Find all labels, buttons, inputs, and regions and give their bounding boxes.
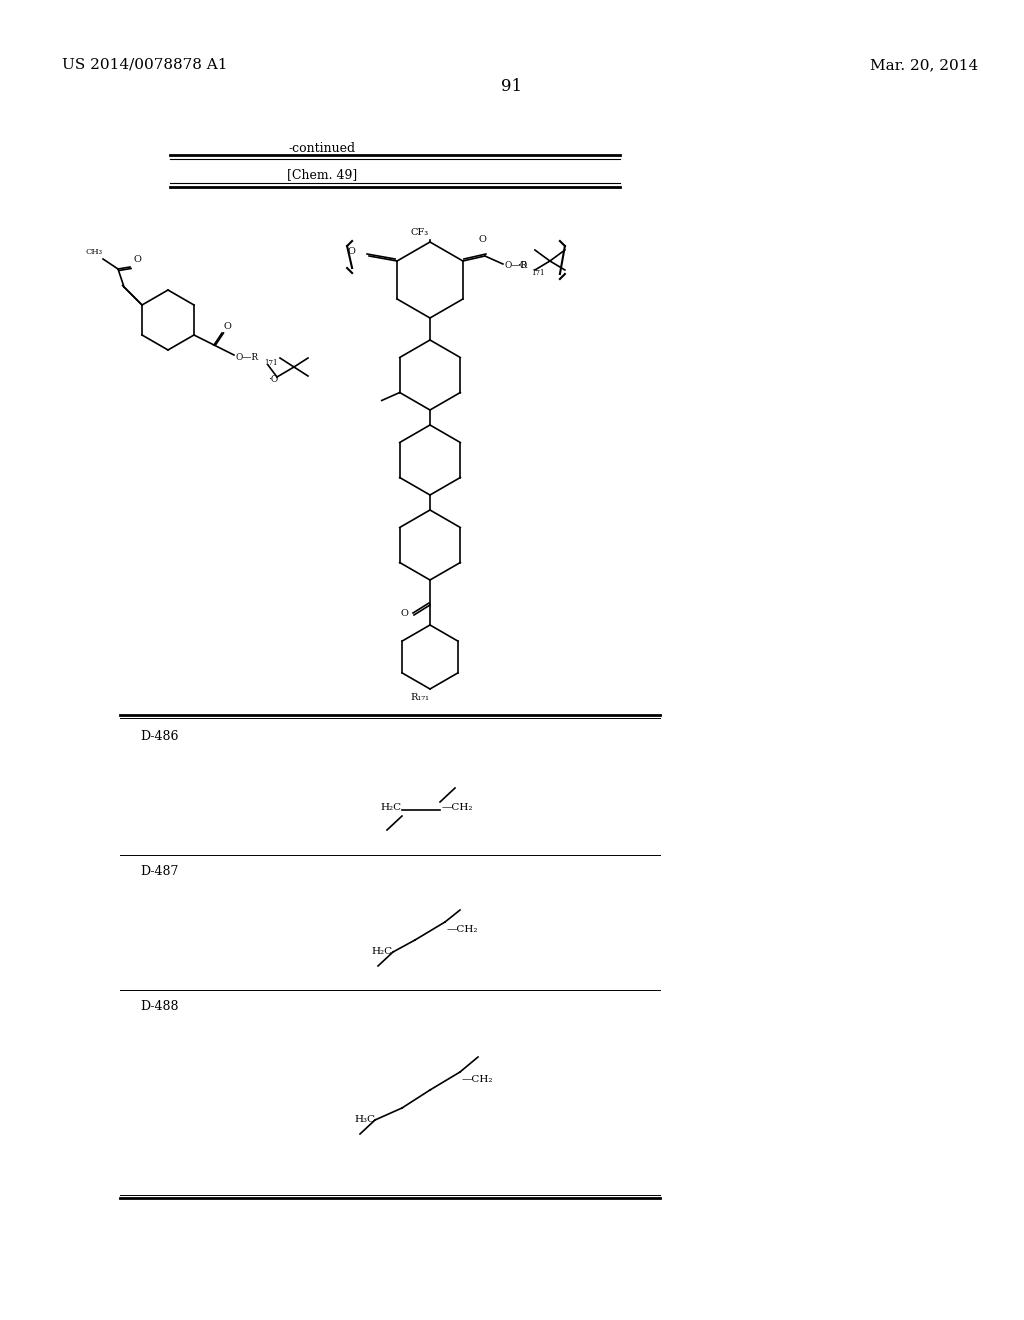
Text: H₃C: H₃C	[354, 1115, 375, 1125]
Text: O—R: O—R	[236, 352, 259, 362]
Text: ·O: ·O	[517, 261, 527, 271]
Text: D-486: D-486	[140, 730, 178, 743]
Text: O: O	[224, 322, 231, 331]
Text: 171: 171	[530, 269, 545, 277]
Text: H₂C: H₂C	[381, 804, 402, 813]
Text: CH₃: CH₃	[85, 248, 102, 256]
Text: O—R: O—R	[505, 261, 528, 271]
Text: ·O: ·O	[268, 375, 279, 384]
Text: —CH₂: —CH₂	[442, 804, 473, 813]
Text: Mar. 20, 2014: Mar. 20, 2014	[870, 58, 978, 73]
Text: [Chem. 49]: [Chem. 49]	[287, 168, 357, 181]
Text: -continued: -continued	[289, 143, 355, 154]
Text: 171: 171	[264, 359, 278, 367]
Text: CF₃: CF₃	[411, 228, 429, 238]
Text: H₂C: H₂C	[372, 948, 393, 957]
Text: —CH₂: —CH₂	[447, 925, 478, 935]
Text: —CH₂: —CH₂	[462, 1076, 494, 1085]
Text: 91: 91	[502, 78, 522, 95]
Text: O: O	[133, 255, 141, 264]
Text: O: O	[347, 248, 355, 256]
Text: O: O	[479, 235, 486, 244]
Text: O: O	[400, 609, 408, 618]
Text: R₁₇₁: R₁₇₁	[411, 693, 429, 702]
Text: D-488: D-488	[140, 1001, 178, 1012]
Text: US 2014/0078878 A1: US 2014/0078878 A1	[62, 58, 227, 73]
Text: D-487: D-487	[140, 865, 178, 878]
